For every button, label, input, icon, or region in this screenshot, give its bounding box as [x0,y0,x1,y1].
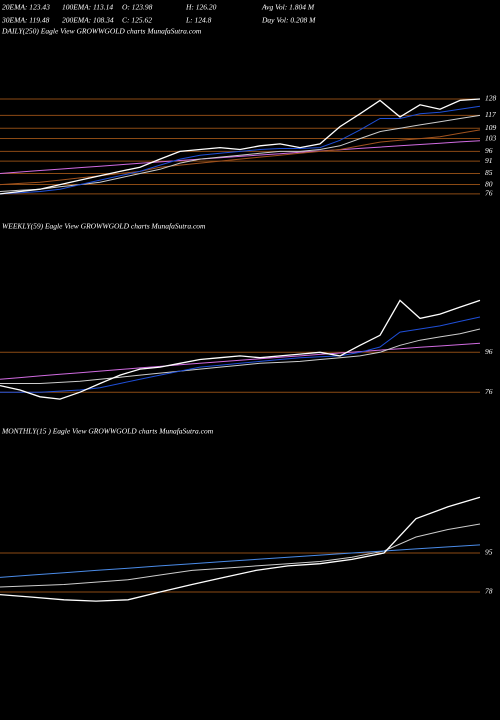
header-stat: 100EMA: 113.14 [62,3,113,12]
header-stat: 30EMA: 119.48 [1,16,50,25]
series-line [0,105,481,195]
header-stat: Day Vol: 0.208 M [261,16,316,25]
panel-title: MONTHLY(15 ) Eagle View GROWWGOLD charts… [1,427,214,436]
series-line [0,299,481,400]
y-tick-label: 96 [485,347,493,356]
series-line [0,523,481,588]
header-stat: H: 126.20 [185,3,217,12]
y-tick-label: 117 [485,110,496,119]
y-tick-label: 96 [485,146,493,155]
y-tick-label: 85 [485,168,493,177]
y-tick-label: 109 [485,123,497,132]
series-line [0,342,481,380]
header-stat: C: 125.62 [122,16,152,25]
y-tick-label: 76 [485,387,493,396]
series-line [0,129,481,186]
series-line [0,496,481,602]
y-tick-label: 128 [485,94,497,103]
series-line [0,544,481,578]
panel-title: WEEKLY(59) Eagle View GROWWGOLD charts M… [2,222,206,231]
header-stat: 20EMA: 123.43 [2,3,50,12]
panel-title: DAILY(250) Eagle View GROWWGOLD charts M… [1,27,202,36]
series-line [0,98,481,195]
y-tick-label: 78 [485,587,493,596]
header-stat: O: 123.98 [122,3,153,12]
y-tick-label: 80 [485,179,493,188]
series-line [0,316,481,393]
header-stat: Avg Vol: 1.804 M [261,3,315,12]
series-line [0,140,481,174]
y-tick-label: 95 [485,548,493,557]
series-line [0,328,481,384]
y-tick-label: 76 [485,189,493,198]
y-tick-label: 91 [485,156,493,165]
header-stat: 200EMA: 108.34 [62,16,114,25]
header-stat: L: 124.8 [185,16,212,25]
y-tick-label: 103 [485,133,497,142]
series-line [0,114,481,192]
